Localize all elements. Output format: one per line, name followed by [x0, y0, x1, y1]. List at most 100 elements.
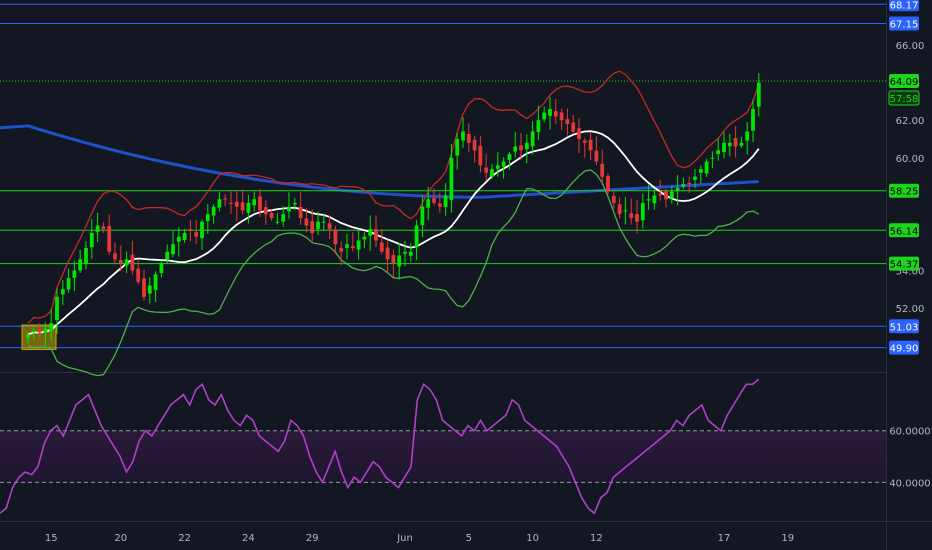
candle-body[interactable]	[507, 154, 512, 160]
candle-body[interactable]	[391, 255, 396, 263]
candle-body[interactable]	[66, 278, 71, 290]
candle-body[interactable]	[205, 214, 210, 222]
candle-body[interactable]	[182, 233, 187, 240]
candle-body[interactable]	[194, 232, 199, 237]
candle-body[interactable]	[275, 221, 280, 223]
candle-body[interactable]	[548, 109, 552, 116]
candle-body[interactable]	[629, 213, 634, 218]
candle-body[interactable]	[147, 285, 152, 294]
candle-body[interactable]	[577, 128, 581, 139]
candle-body[interactable]	[171, 244, 175, 255]
candle-body[interactable]	[258, 196, 262, 211]
candle-body[interactable]	[716, 150, 721, 154]
candle-body[interactable]	[350, 246, 355, 248]
candle-body[interactable]	[582, 140, 587, 143]
candle-body[interactable]	[43, 328, 48, 333]
candle-body[interactable]	[379, 242, 384, 252]
candle-body[interactable]	[727, 142, 732, 147]
candle-body[interactable]	[37, 330, 42, 333]
candle-body[interactable]	[565, 119, 570, 124]
candle-body[interactable]	[466, 134, 471, 143]
candle-body[interactable]	[223, 198, 228, 200]
candle-body[interactable]	[414, 225, 419, 248]
candle-body[interactable]	[252, 199, 257, 206]
candle-body[interactable]	[234, 201, 239, 207]
candle-body[interactable]	[287, 206, 291, 212]
candle-body[interactable]	[519, 145, 523, 151]
candle-body[interactable]	[49, 323, 54, 331]
candle-body[interactable]	[101, 226, 106, 230]
candle-body[interactable]	[617, 204, 622, 215]
candle-body[interactable]	[553, 111, 558, 117]
candle-body[interactable]	[368, 229, 373, 236]
candle-body[interactable]	[397, 255, 402, 267]
candle-body[interactable]	[588, 139, 593, 151]
candle-body[interactable]	[217, 199, 222, 208]
candle-body[interactable]	[664, 191, 668, 200]
candle-body[interactable]	[153, 274, 158, 290]
level-badge-64-09[interactable]: 64.09	[889, 74, 919, 88]
candle-body[interactable]	[124, 259, 129, 266]
candle-body[interactable]	[333, 229, 338, 245]
candle-body[interactable]	[298, 206, 303, 218]
candle-body[interactable]	[159, 263, 164, 274]
candle-body[interactable]	[345, 244, 349, 248]
level-badge-49-90[interactable]: 49.90	[889, 340, 919, 355]
candle-body[interactable]	[606, 175, 610, 192]
candle-body[interactable]	[513, 146, 518, 152]
candle-body[interactable]	[321, 221, 326, 223]
candle-body[interactable]	[188, 229, 193, 231]
candle-body[interactable]	[420, 206, 425, 226]
candle-body[interactable]	[658, 193, 663, 196]
candle-body[interactable]	[490, 169, 494, 177]
candle-body[interactable]	[316, 221, 320, 230]
candle-body[interactable]	[484, 167, 489, 173]
candle-body[interactable]	[698, 169, 703, 173]
candle-body[interactable]	[31, 330, 36, 333]
candle-body[interactable]	[84, 248, 88, 264]
candle-body[interactable]	[26, 334, 30, 339]
candle-body[interactable]	[229, 202, 233, 204]
candle-body[interactable]	[118, 260, 123, 263]
candle-body[interactable]	[432, 198, 436, 203]
candle-body[interactable]	[461, 131, 465, 141]
candle-body[interactable]	[113, 253, 117, 260]
candle-body[interactable]	[495, 165, 500, 169]
candle-body[interactable]	[142, 278, 146, 297]
candle-body[interactable]	[669, 191, 674, 199]
candle-body[interactable]	[635, 214, 639, 222]
candle-body[interactable]	[426, 199, 431, 208]
candle-body[interactable]	[437, 203, 442, 207]
candle-body[interactable]	[281, 214, 286, 222]
level-badge-51-03[interactable]: 51.03	[889, 319, 919, 334]
candle-body[interactable]	[681, 184, 686, 187]
candle-body[interactable]	[374, 229, 378, 241]
candle-body[interactable]	[78, 259, 83, 271]
candle-body[interactable]	[130, 254, 135, 271]
candle-body[interactable]	[327, 223, 332, 230]
candle-body[interactable]	[693, 176, 697, 180]
candle-body[interactable]	[211, 206, 216, 216]
candle-body[interactable]	[739, 142, 744, 146]
level-badge-58-25[interactable]: 58.25	[889, 183, 919, 198]
candle-body[interactable]	[478, 145, 483, 166]
candle-body[interactable]	[60, 289, 65, 295]
candle-body[interactable]	[385, 247, 390, 260]
candle-body[interactable]	[455, 139, 460, 156]
level-badge-67-15[interactable]: 67.15	[889, 16, 919, 31]
candle-body[interactable]	[594, 150, 599, 162]
candle-body[interactable]	[292, 202, 297, 205]
level-badge-56-14[interactable]: 56.14	[889, 223, 919, 238]
candle-body[interactable]	[246, 202, 251, 213]
candle-body[interactable]	[310, 220, 315, 233]
candle-body[interactable]	[403, 251, 407, 254]
candle-body[interactable]	[356, 240, 361, 250]
level-badge-68-17[interactable]: 68.17	[889, 0, 919, 11]
candle-body[interactable]	[611, 196, 616, 203]
candle-body[interactable]	[536, 120, 541, 132]
candle-body[interactable]	[722, 142, 726, 152]
candle-body[interactable]	[652, 195, 657, 204]
candle-body[interactable]	[200, 221, 204, 239]
candle-body[interactable]	[646, 199, 651, 201]
candle-body[interactable]	[756, 82, 761, 107]
